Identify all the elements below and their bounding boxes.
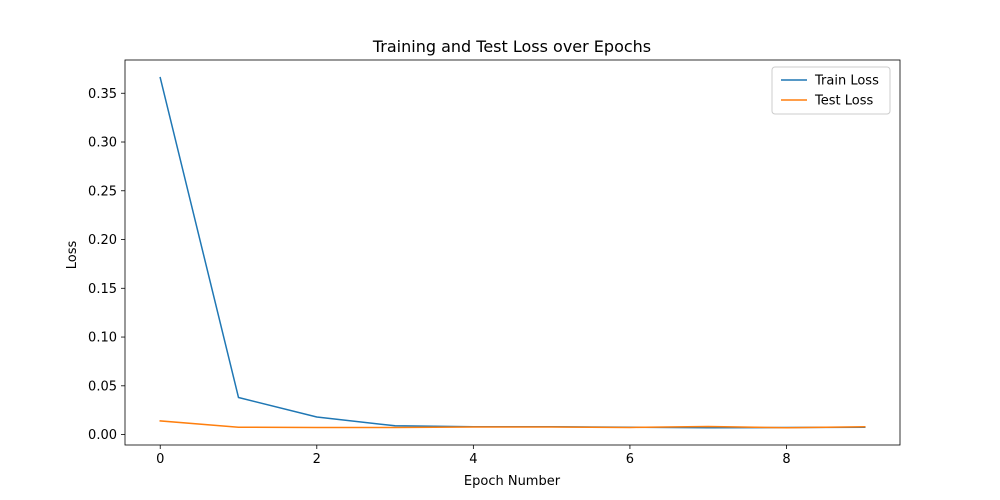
chart-title: Training and Test Loss over Epochs bbox=[372, 37, 651, 56]
legend: Train Loss Test Loss bbox=[771, 66, 891, 115]
x-axis-label: Epoch Number bbox=[464, 474, 561, 489]
y-axis-label: Loss bbox=[65, 241, 80, 270]
legend-label-train-loss: Train Loss bbox=[814, 74, 879, 89]
plot-area: 0 2 4 6 8 0.00 0.05 0.10 0.15 0.20 0.25 0.30 0.35 bbox=[88, 59, 901, 467]
y-tick-label: 0.20 bbox=[88, 233, 117, 248]
y-tick-label: 0.00 bbox=[88, 428, 117, 443]
axes-frame bbox=[124, 59, 901, 446]
y-tick-label: 0.10 bbox=[88, 331, 117, 346]
x-tick-label: 8 bbox=[782, 452, 790, 467]
legend-frame bbox=[771, 66, 891, 115]
x-tick-label: 2 bbox=[313, 452, 321, 467]
y-tick-label: 0.25 bbox=[88, 184, 117, 199]
y-tick-label: 0.30 bbox=[88, 136, 117, 151]
legend-label-test-loss: Test Loss bbox=[814, 94, 873, 109]
x-tick-label: 6 bbox=[626, 452, 634, 467]
x-tick-label: 4 bbox=[469, 452, 477, 467]
y-tick-label: 0.15 bbox=[88, 282, 117, 297]
series-line-test-loss bbox=[159, 420, 866, 429]
x-tick-label: 0 bbox=[156, 452, 164, 467]
y-tick-label: 0.05 bbox=[88, 379, 117, 394]
y-tick-label: 0.35 bbox=[88, 87, 117, 102]
